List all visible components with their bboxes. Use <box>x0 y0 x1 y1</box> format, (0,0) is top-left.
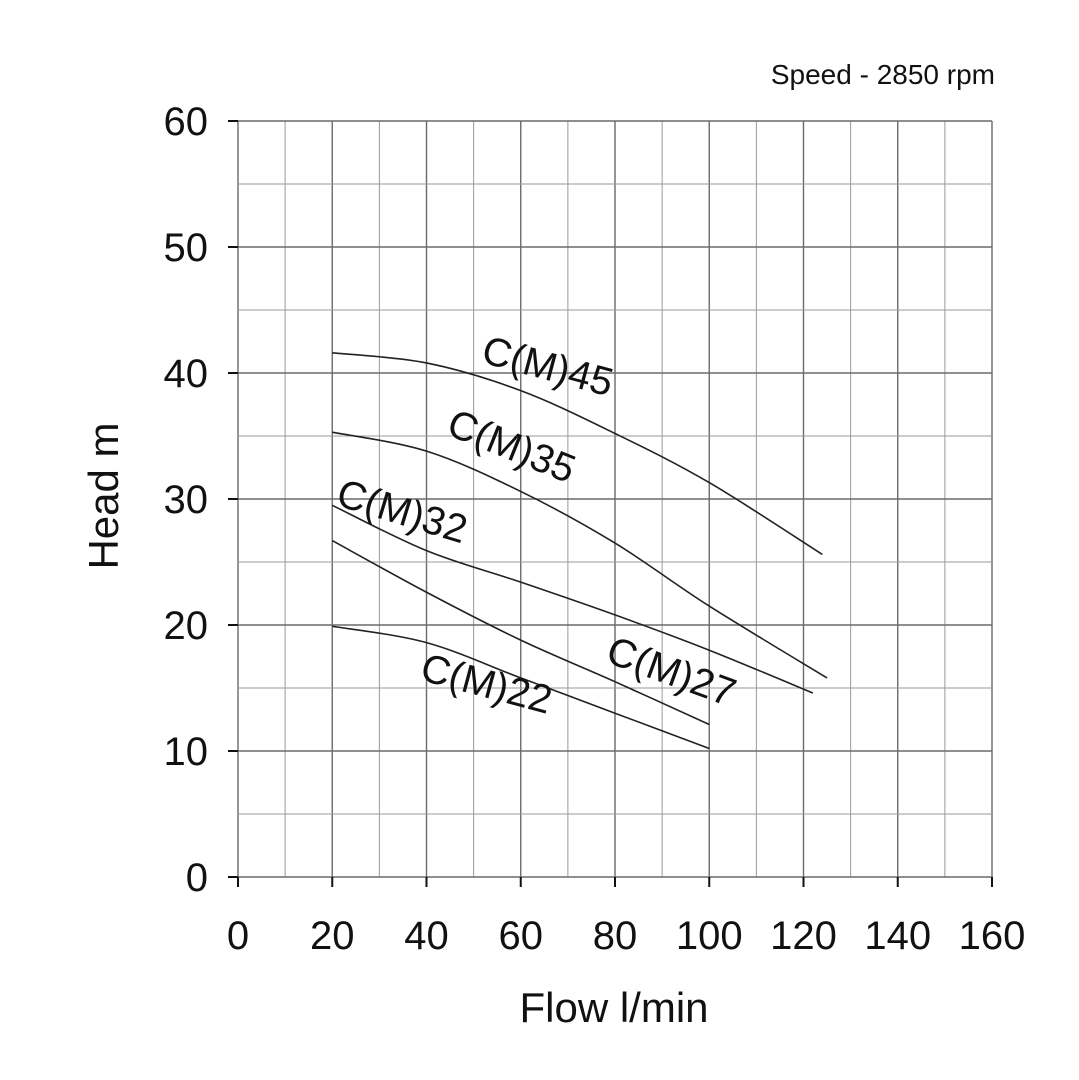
x-tick-label: 0 <box>227 914 249 958</box>
x-tick-label: 40 <box>404 914 449 958</box>
y-tick-label: 10 <box>164 730 209 774</box>
y-tick-label: 40 <box>164 352 209 396</box>
speed-annotation: Speed - 2850 rpm <box>771 59 995 90</box>
series-label-cm35: C(M)35 <box>441 401 581 492</box>
series-curve-cm35 <box>332 431 828 679</box>
series-curve-cm45 <box>332 352 823 556</box>
series-label-cm45: C(M)45 <box>478 328 618 405</box>
axes: 0 20 40 60 80 100 120 140 160 0 10 20 30 40 50 60 <box>164 100 1026 958</box>
series-curve-cm27 <box>331 539 710 726</box>
x-tick-label: 140 <box>864 914 931 958</box>
y-tick-label: 60 <box>164 100 209 144</box>
series-label-cm22: C(M)22 <box>416 646 556 723</box>
x-axis-title: Flow l/min <box>519 984 708 1031</box>
series-curve-cm32 <box>331 504 814 694</box>
x-tick-label: 160 <box>959 914 1026 958</box>
x-tick-label: 120 <box>770 914 837 958</box>
series-labels: C(M)45C(M)35C(M)32C(M)27C(M)22 <box>332 328 742 723</box>
y-tick-label: 30 <box>164 478 209 522</box>
y-tick-label: 0 <box>186 856 208 900</box>
y-axis-title: Head m <box>80 422 127 569</box>
series-curve-cm22 <box>332 625 710 750</box>
series-label-cm27: C(M)27 <box>601 629 741 716</box>
x-tick-label: 60 <box>499 914 544 958</box>
x-tick-label: 20 <box>310 914 355 958</box>
x-tick-label: 100 <box>676 914 743 958</box>
y-tick-label: 50 <box>164 226 209 270</box>
x-tick-label: 80 <box>593 914 638 958</box>
series-curves <box>331 352 828 750</box>
y-tick-label: 20 <box>164 604 209 648</box>
